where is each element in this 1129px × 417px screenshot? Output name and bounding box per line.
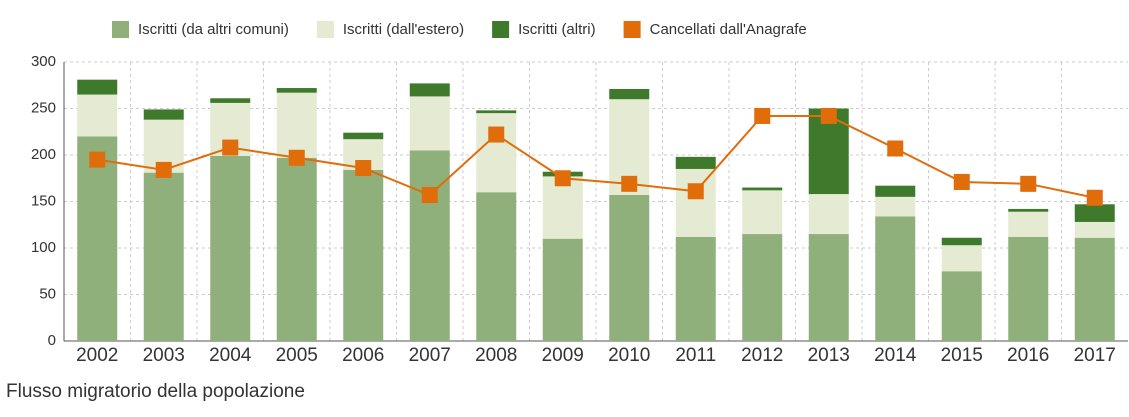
x-tick-label: 2011 <box>675 345 716 366</box>
bar-segment <box>875 216 916 341</box>
y-tick-label: 200 <box>31 146 56 163</box>
x-tick-label: 2014 <box>874 345 917 366</box>
bar-segment <box>1008 208 1049 212</box>
bar-segment <box>1008 211 1049 237</box>
bar-segment <box>941 237 982 246</box>
bar-segment <box>808 194 849 235</box>
bar-segment <box>476 110 517 114</box>
bar-segment <box>875 185 916 197</box>
line-marker <box>887 140 904 157</box>
x-tick-label: 2004 <box>209 345 252 366</box>
bar-segment <box>742 234 783 341</box>
bar-segment <box>343 169 384 341</box>
bar-segment <box>276 88 317 93</box>
bar-segment <box>476 113 517 193</box>
y-tick-label: 50 <box>39 285 56 302</box>
line-marker <box>687 183 704 200</box>
line <box>97 114 1095 199</box>
x-tick-label: 2013 <box>808 345 850 366</box>
legend-swatch <box>112 21 129 38</box>
y-tick-label: 250 <box>31 99 56 116</box>
legend-label: Cancellati dall'Anagrafe <box>650 21 807 38</box>
legend-swatch <box>623 21 641 38</box>
bar-segment <box>409 83 450 97</box>
bar-segment <box>808 234 849 341</box>
x-tick-label: 2010 <box>608 345 650 366</box>
bar-segment <box>1008 236 1049 341</box>
bar-segment <box>409 150 450 341</box>
bar-segment <box>675 156 716 169</box>
bar-segment <box>276 92 317 158</box>
line-marker <box>488 126 505 143</box>
bar-segment <box>77 94 118 137</box>
bar-segment <box>542 176 583 239</box>
line-marker <box>355 160 372 177</box>
line-marker <box>421 186 438 203</box>
x-tick-label: 2002 <box>76 345 118 366</box>
bar-segment <box>742 190 783 235</box>
line-marker <box>554 170 571 187</box>
line-marker <box>1020 175 1037 192</box>
bar-segment <box>1074 237 1115 341</box>
y-tick-label: 0 <box>48 332 56 349</box>
line-marker <box>1086 189 1103 206</box>
x-tick-label: 2016 <box>1007 345 1049 366</box>
bar-segment <box>542 238 583 341</box>
bar-segment <box>1074 204 1115 222</box>
bar-segment <box>276 157 317 341</box>
bar-segment <box>875 196 916 217</box>
line-marker <box>953 173 970 190</box>
legend-swatch <box>492 21 510 38</box>
bar-segment <box>742 187 783 191</box>
line-marker <box>820 107 837 124</box>
chart-title: Flusso migratorio della popolazione <box>6 381 305 402</box>
bar-segment <box>476 192 517 341</box>
line-marker <box>288 149 305 166</box>
line-marker <box>222 139 239 156</box>
x-tick-label: 2015 <box>941 345 983 366</box>
bar-segment <box>143 172 184 341</box>
x-tick-label: 2003 <box>143 345 185 366</box>
y-tick-label: 300 <box>31 53 56 70</box>
legend-label: Iscritti (altri) <box>518 21 596 38</box>
x-tick-label: 2005 <box>276 345 318 366</box>
line-marker <box>89 151 106 168</box>
line-marker <box>621 175 638 192</box>
bar-segment <box>609 194 650 341</box>
x-tick-label: 2007 <box>409 345 451 366</box>
bar-segment <box>609 88 650 100</box>
bar-segment <box>941 245 982 272</box>
x-tick-label: 2017 <box>1074 345 1116 366</box>
bar-segment <box>409 96 450 151</box>
legend-label: Iscritti (da altri comuni) <box>138 21 289 38</box>
bar-segment <box>210 155 251 341</box>
x-tick-label: 2008 <box>475 345 517 366</box>
bar-segment <box>77 79 118 95</box>
line-marker <box>754 107 771 124</box>
bar-segment <box>941 271 982 341</box>
bar-segment <box>343 132 384 140</box>
x-tick-label: 2012 <box>741 345 783 366</box>
x-tick-label: 2006 <box>342 345 384 366</box>
bar-segment <box>675 236 716 341</box>
y-tick-label: 150 <box>31 192 56 209</box>
bar-segment <box>77 136 118 341</box>
x-tick-label: 2009 <box>542 345 584 366</box>
line-marker <box>155 161 172 178</box>
bar-segment <box>1074 221 1115 238</box>
bar-segment <box>143 109 184 120</box>
bar-segment <box>675 168 716 237</box>
legend-label: Iscritti (dall'estero) <box>343 21 464 38</box>
bar-segment <box>210 98 251 103</box>
y-tick-label: 100 <box>31 239 56 256</box>
legend-swatch <box>316 21 334 38</box>
